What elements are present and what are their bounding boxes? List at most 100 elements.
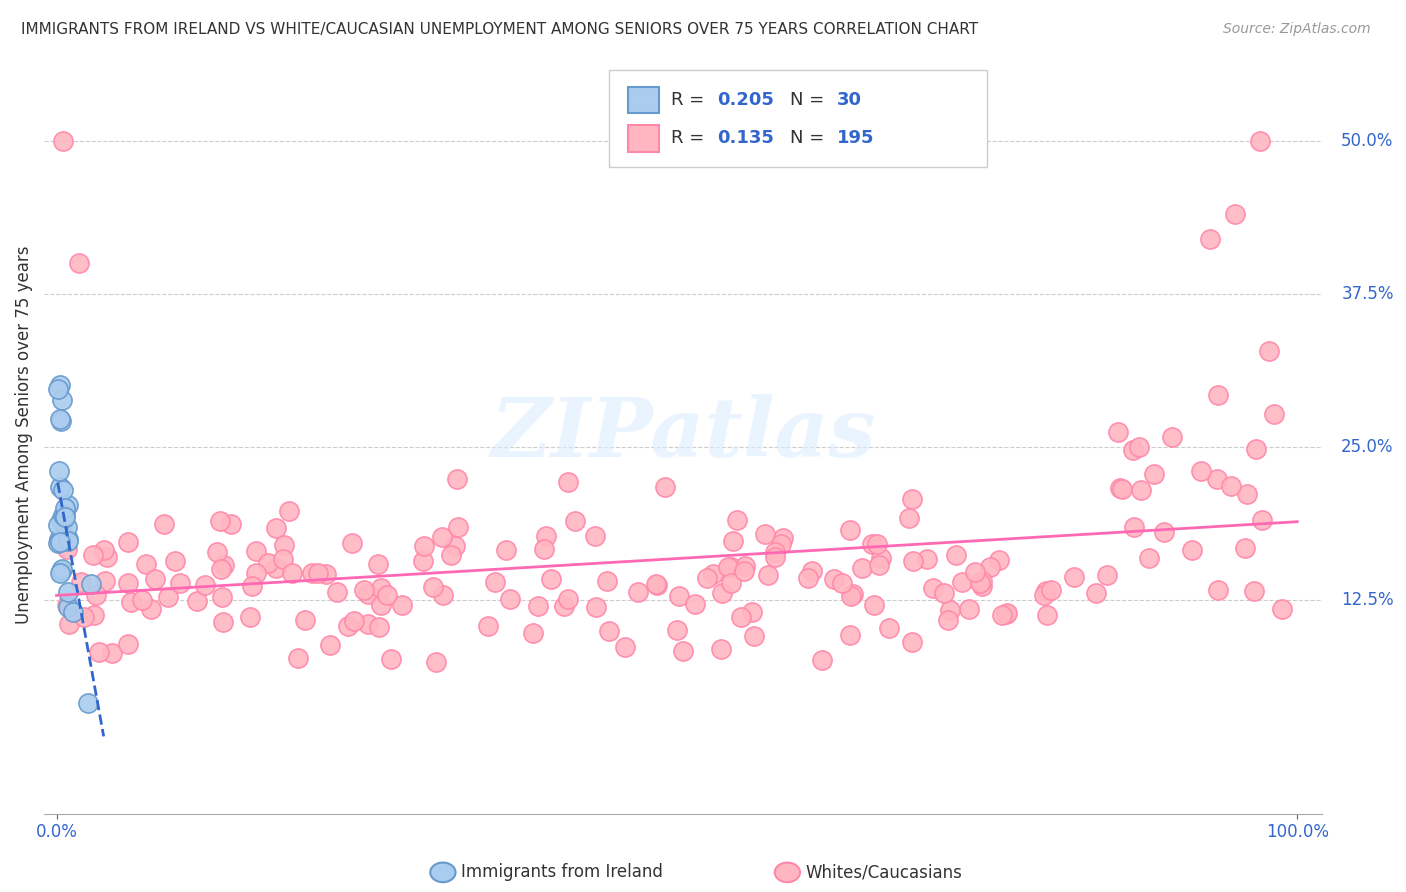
Point bbox=[645, 578, 668, 592]
Point bbox=[744, 629, 766, 643]
Text: N =: N = bbox=[790, 129, 830, 147]
Point bbox=[194, 578, 217, 592]
Point bbox=[1225, 207, 1247, 221]
Point bbox=[1035, 584, 1057, 599]
Point bbox=[720, 560, 742, 574]
Point bbox=[522, 626, 544, 640]
Point bbox=[83, 608, 105, 623]
Point bbox=[991, 608, 1014, 623]
Point bbox=[391, 598, 413, 612]
Text: IMMIGRANTS FROM IRELAND VS WHITE/CAUCASIAN UNEMPLOYMENT AMONG SENIORS OVER 75 YE: IMMIGRANTS FROM IRELAND VS WHITE/CAUCASI… bbox=[21, 22, 979, 37]
Point bbox=[922, 582, 945, 596]
Point bbox=[860, 537, 883, 551]
Point bbox=[614, 640, 637, 654]
Point bbox=[52, 483, 75, 497]
Point bbox=[1143, 467, 1166, 481]
Point bbox=[271, 552, 294, 566]
Point bbox=[1206, 473, 1229, 487]
Point bbox=[49, 535, 72, 549]
Point bbox=[1220, 479, 1243, 493]
Point bbox=[49, 512, 72, 526]
Text: 0.205: 0.205 bbox=[717, 91, 773, 109]
Point bbox=[356, 616, 378, 631]
Point bbox=[869, 551, 891, 566]
Point bbox=[94, 574, 117, 589]
Point bbox=[841, 587, 863, 601]
Point bbox=[839, 628, 862, 642]
Point bbox=[48, 532, 70, 546]
Point bbox=[797, 571, 820, 585]
Point bbox=[754, 526, 776, 541]
Point bbox=[1122, 443, 1144, 458]
Point bbox=[1040, 583, 1063, 598]
Point bbox=[987, 553, 1010, 567]
Point bbox=[120, 594, 142, 608]
Point bbox=[866, 537, 889, 551]
Point bbox=[957, 601, 980, 615]
Point bbox=[67, 256, 90, 270]
Point bbox=[938, 603, 960, 617]
Point bbox=[1033, 588, 1056, 602]
Point bbox=[208, 514, 231, 528]
Point bbox=[1108, 481, 1130, 495]
Point bbox=[772, 531, 794, 545]
Point bbox=[720, 575, 742, 590]
Point bbox=[553, 599, 575, 614]
Point bbox=[49, 414, 72, 428]
Point bbox=[367, 557, 389, 571]
Point bbox=[301, 566, 323, 581]
Point bbox=[1160, 430, 1182, 444]
Point bbox=[440, 548, 463, 562]
Point bbox=[73, 610, 96, 624]
Text: 25.0%: 25.0% bbox=[1341, 438, 1393, 456]
Point bbox=[356, 587, 378, 601]
Point bbox=[831, 576, 853, 591]
Point bbox=[55, 598, 77, 612]
Point bbox=[1137, 551, 1160, 566]
Point bbox=[307, 566, 329, 581]
Point bbox=[672, 643, 695, 657]
Point bbox=[51, 564, 73, 578]
Point bbox=[51, 393, 73, 408]
Point bbox=[135, 557, 157, 571]
Point bbox=[56, 532, 79, 546]
Point bbox=[499, 592, 522, 607]
Point bbox=[811, 653, 834, 667]
Text: N =: N = bbox=[790, 91, 830, 109]
Point bbox=[56, 533, 79, 548]
Point bbox=[80, 577, 103, 591]
Point bbox=[257, 556, 280, 570]
Point bbox=[56, 498, 79, 512]
Point bbox=[936, 613, 959, 627]
Point bbox=[901, 491, 924, 506]
Point bbox=[82, 548, 104, 562]
Point bbox=[245, 566, 267, 580]
Point bbox=[696, 571, 718, 585]
Text: R =: R = bbox=[671, 91, 710, 109]
Point bbox=[1122, 519, 1144, 533]
Point bbox=[56, 541, 79, 556]
Point bbox=[1111, 483, 1133, 497]
Point bbox=[370, 598, 392, 612]
Point bbox=[945, 548, 967, 562]
Text: Whites/Caucasians: Whites/Caucasians bbox=[806, 863, 963, 881]
Point bbox=[995, 606, 1018, 620]
Point bbox=[343, 614, 366, 628]
Point bbox=[84, 588, 107, 602]
Y-axis label: Unemployment Among Seniors over 75 years: Unemployment Among Seniors over 75 years bbox=[15, 245, 32, 624]
Point bbox=[1257, 344, 1279, 359]
Point bbox=[1263, 407, 1285, 421]
Point bbox=[380, 652, 402, 666]
Point bbox=[725, 513, 748, 527]
Point bbox=[205, 545, 228, 559]
Point bbox=[214, 558, 236, 572]
Point bbox=[1206, 387, 1229, 401]
Point bbox=[48, 464, 70, 478]
Point bbox=[654, 480, 676, 494]
Point bbox=[281, 566, 304, 580]
Point bbox=[851, 560, 873, 574]
Point bbox=[1084, 586, 1107, 600]
Point bbox=[157, 590, 180, 604]
Point bbox=[163, 554, 186, 568]
Text: 0.135: 0.135 bbox=[717, 129, 773, 147]
